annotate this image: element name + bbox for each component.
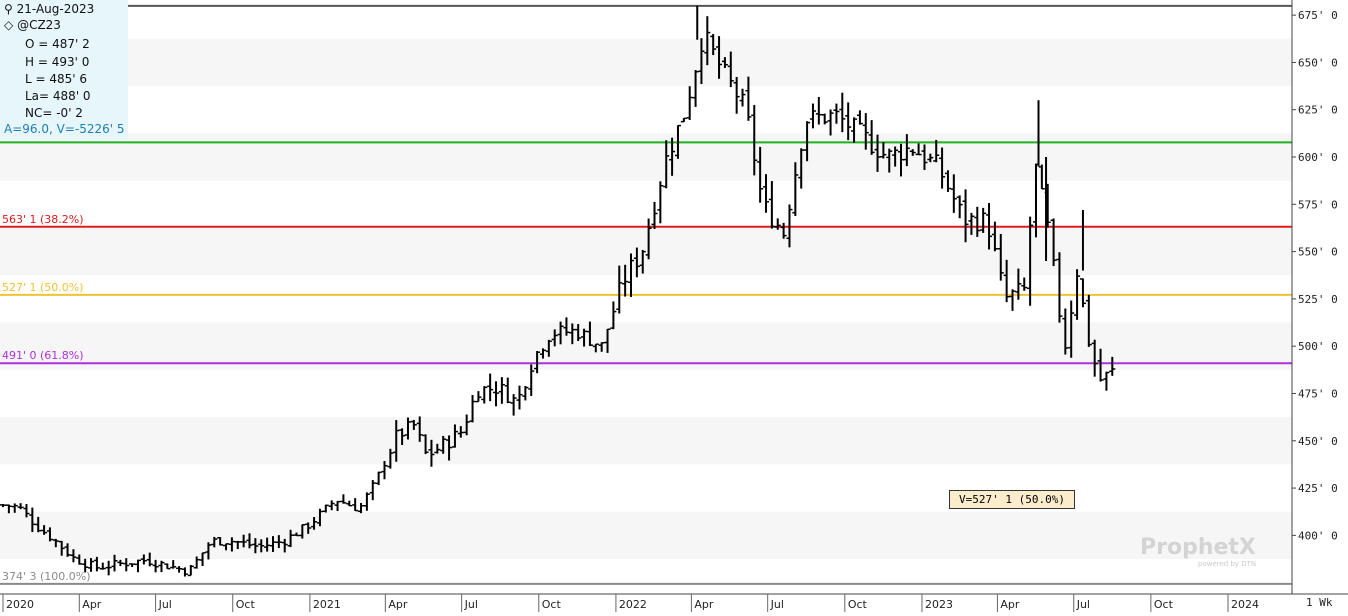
x-tick-label: 2022 bbox=[619, 598, 647, 611]
watermark-sub: powered by DTN bbox=[1198, 560, 1257, 568]
symbol-line: ◇ @CZ23 bbox=[4, 18, 61, 32]
info-cursor: A=96.0, V=-5226' 5 bbox=[4, 122, 125, 136]
price-bars bbox=[0, 5, 1116, 577]
y-tick-label: 650' 0 bbox=[1298, 56, 1338, 69]
y-tick-label: 400' 0 bbox=[1298, 529, 1338, 542]
grid-band bbox=[0, 511, 1292, 560]
x-tick-label: Oct bbox=[1154, 598, 1174, 611]
x-tick-label: Oct bbox=[542, 598, 562, 611]
info-date: 21-Aug-2023 bbox=[16, 2, 95, 16]
search-icon: ⚲ bbox=[4, 2, 13, 16]
info-netchange: NC= -0' 2 bbox=[25, 106, 83, 120]
x-tick-label: Jul bbox=[464, 598, 478, 611]
y-tick-label: 500' 0 bbox=[1298, 340, 1338, 353]
info-symbol: @CZ23 bbox=[17, 18, 61, 32]
y-tick-label: 525' 0 bbox=[1298, 293, 1338, 306]
x-tick-label: Apr bbox=[388, 598, 408, 611]
grid bbox=[0, 38, 1292, 560]
plot-background bbox=[0, 0, 1292, 594]
x-tick-label: Jul bbox=[158, 598, 172, 611]
y-axis-area bbox=[1292, 0, 1348, 612]
y-tick-label: 600' 0 bbox=[1298, 151, 1338, 164]
y-tick-label: 550' 0 bbox=[1298, 246, 1338, 259]
y-tick-label: 625' 0 bbox=[1298, 104, 1338, 117]
x-tick-label: Jul bbox=[1076, 598, 1090, 611]
grid-band bbox=[0, 38, 1292, 87]
period-label: 1 Wk bbox=[1306, 596, 1333, 609]
info-low: L = 485' 6 bbox=[25, 72, 88, 86]
info-open: O = 487' 2 bbox=[25, 37, 90, 51]
x-tick-label: 2021 bbox=[313, 598, 341, 611]
level-label: 527' 1 (50.0%) bbox=[2, 281, 84, 294]
x-tick-label: Apr bbox=[694, 598, 714, 611]
info-last: La= 488' 0 bbox=[25, 89, 91, 103]
x-tick-label: Oct bbox=[236, 598, 256, 611]
y-tick-label: 575' 0 bbox=[1298, 198, 1338, 211]
grid-band bbox=[0, 322, 1292, 370]
level-label: 563' 1 (38.2%) bbox=[2, 213, 84, 226]
x-tick-label: 2024 bbox=[1231, 598, 1259, 611]
info-high: H = 493' 0 bbox=[25, 55, 90, 69]
info-panel: ⚲ 21-Aug-2023 ◇ @CZ23 O = 487' 2 H = 493… bbox=[0, 0, 128, 140]
x-tick-label: Jul bbox=[770, 598, 784, 611]
grid-band bbox=[0, 417, 1292, 465]
x-tick-label: Apr bbox=[1000, 598, 1020, 611]
date-line: ⚲ 21-Aug-2023 bbox=[4, 2, 94, 16]
x-tick-label: 2023 bbox=[925, 598, 953, 611]
x-tick-label: Apr bbox=[82, 598, 102, 611]
y-tick-label: 475' 0 bbox=[1298, 387, 1338, 400]
y-tick-label: 450' 0 bbox=[1298, 435, 1338, 448]
grid-band bbox=[0, 227, 1292, 276]
diamond-icon: ◇ bbox=[4, 18, 14, 32]
x-tick-label: 2020 bbox=[6, 598, 34, 611]
grid-band bbox=[0, 133, 1292, 181]
watermark-logo: ProphetX bbox=[1140, 535, 1256, 560]
level-label: 374' 3 (100.0%) bbox=[2, 570, 91, 583]
x-tick-label: Oct bbox=[848, 598, 868, 611]
y-tick-label: 675' 0 bbox=[1298, 9, 1338, 22]
level-label: 491' 0 (61.8%) bbox=[2, 349, 84, 362]
value-label: V=527' 1 (50.0%) bbox=[949, 490, 1075, 509]
y-tick-label: 425' 0 bbox=[1298, 482, 1338, 495]
